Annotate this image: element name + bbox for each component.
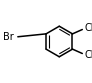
Text: Cl: Cl [84, 50, 92, 60]
Text: Cl: Cl [84, 23, 92, 33]
Text: Br: Br [3, 32, 13, 42]
